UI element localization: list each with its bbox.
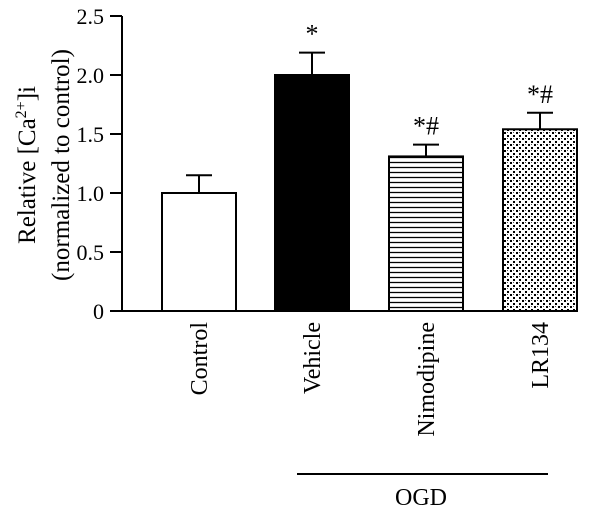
y-tick-label: 1.0 xyxy=(77,181,105,206)
y-axis-title: Relative [Ca2+]i (normalized to control) xyxy=(13,49,75,281)
bars xyxy=(161,74,578,312)
category-label-vehicle: Vehicle xyxy=(300,322,326,394)
y-axis-title-superscript: 2+ xyxy=(13,101,30,118)
y-axis-title-part-2: ]i xyxy=(14,86,41,101)
bar-control xyxy=(161,192,237,312)
group-label: OGD xyxy=(395,485,447,511)
y-tick-label: 0.5 xyxy=(77,240,105,265)
x-axis-category-labels: Control Vehicle Nimodipine LR134 xyxy=(187,322,554,437)
y-axis-title-part-1: Relative [Ca xyxy=(14,118,41,244)
category-label-lr134: LR134 xyxy=(528,322,554,389)
category-label-control: Control xyxy=(187,322,213,396)
bar-lr134 xyxy=(502,128,578,312)
y-axis-title-line-1: Relative [Ca2+]i xyxy=(13,86,41,244)
y-tick-label: 2.5 xyxy=(77,4,105,29)
y-tick-label: 2.0 xyxy=(77,63,105,88)
category-label-nimodipine: Nimodipine xyxy=(414,322,440,437)
error-bars xyxy=(186,51,553,193)
y-tick-label: 0 xyxy=(93,299,104,324)
bar-nimodipine xyxy=(388,155,464,312)
significance-mark-vehicle: * xyxy=(306,20,319,49)
significance-mark-lr134: *# xyxy=(527,80,553,109)
bar-vehicle xyxy=(274,74,350,312)
y-axis-title-line-2: (normalized to control) xyxy=(48,49,75,281)
y-tick-label: 1.5 xyxy=(77,122,105,147)
significance-mark-nimodipine: *# xyxy=(413,112,439,141)
significance-annotations: * *# *# xyxy=(306,20,554,141)
y-axis-ticks: 0 0.5 1.0 1.5 2.0 2.5 xyxy=(77,4,122,324)
